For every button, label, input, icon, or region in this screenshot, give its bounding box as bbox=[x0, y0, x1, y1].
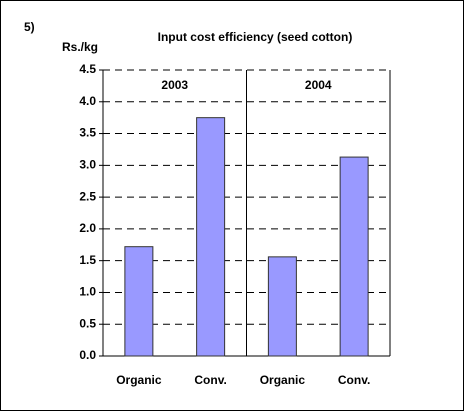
group-label: 2003 bbox=[161, 78, 188, 92]
y-tick-label: 4.5 bbox=[79, 62, 96, 76]
y-axis-label: Rs./kg bbox=[62, 40, 98, 54]
bar bbox=[339, 156, 369, 357]
y-tick-label: 1.5 bbox=[79, 253, 96, 267]
y-tick-label: 3.5 bbox=[79, 126, 96, 140]
bar bbox=[267, 256, 297, 357]
bar bbox=[196, 117, 226, 357]
chart-title: Input cost efficiency (seed cotton) bbox=[158, 30, 353, 44]
x-tick-label: Conv. bbox=[338, 373, 370, 387]
y-tick-label: 4.0 bbox=[79, 94, 96, 108]
y-tick-label: 2.5 bbox=[79, 189, 96, 203]
panel-label: 5) bbox=[24, 20, 35, 34]
y-tick-label: 3.0 bbox=[79, 158, 96, 172]
x-tick-label: Organic bbox=[260, 373, 306, 387]
bar bbox=[124, 246, 154, 357]
y-tick-label: 0.5 bbox=[79, 316, 96, 330]
x-tick-label: Conv. bbox=[194, 373, 226, 387]
y-tick-label: 1.0 bbox=[79, 285, 96, 299]
y-tick-label: 0.0 bbox=[79, 348, 96, 362]
x-tick-label: Organic bbox=[116, 373, 162, 387]
group-label: 2004 bbox=[305, 78, 332, 92]
y-tick-label: 2.0 bbox=[79, 221, 96, 235]
